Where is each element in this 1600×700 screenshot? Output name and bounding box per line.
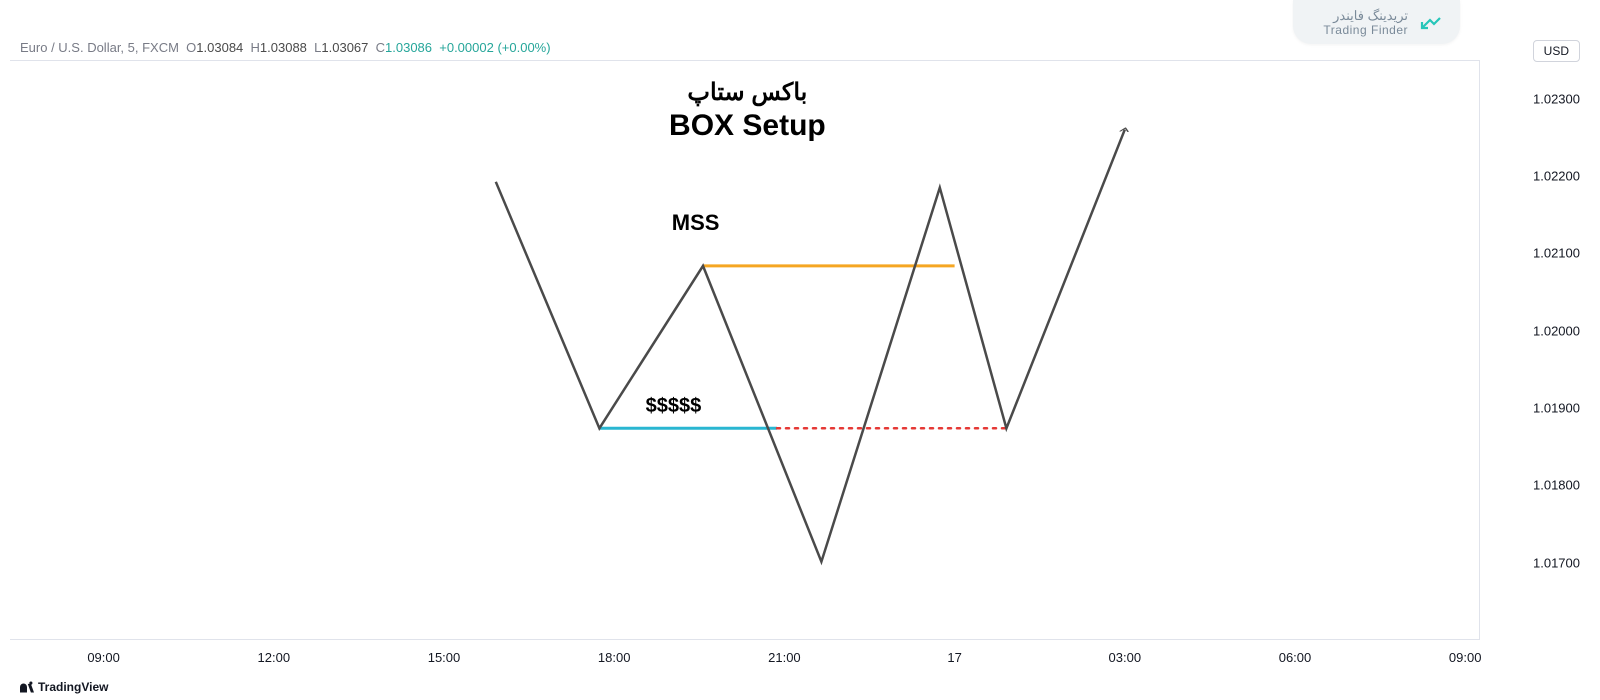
- x-axis-tick: 06:00: [1279, 650, 1312, 665]
- chart-title: باکس ستاپ BOX Setup: [669, 78, 826, 143]
- x-axis: 09:00 12:00 15:00 18:00 21:00 17 03:00 06:00 09:…: [0, 650, 1480, 670]
- tradingview-attribution: TradingView: [20, 680, 108, 694]
- y-axis-tick: 1.01700: [1533, 555, 1580, 570]
- ohlc-low: 1.03067: [321, 40, 368, 55]
- chart-area[interactable]: باکس ستاپ BOX Setup MSS $$$$$: [0, 60, 1480, 640]
- y-axis-tick: 1.02300: [1533, 91, 1580, 106]
- x-axis-tick: 09:00: [1449, 650, 1482, 665]
- chart-svg: [0, 60, 1480, 640]
- y-axis: 1.02300 1.02200 1.02100 1.02000 1.01900 1.018…: [1490, 60, 1600, 640]
- y-axis-tick: 1.02200: [1533, 169, 1580, 184]
- mss-label: MSS: [672, 210, 720, 236]
- instrument-info: Euro / U.S. Dollar, 5, FXCM O1.03084 H1.…: [20, 40, 551, 55]
- logo-text-arabic: تریدینگ فایندر: [1323, 9, 1408, 23]
- chart-title-arabic: باکس ستاپ: [669, 78, 826, 107]
- brand-logo-badge: تریدینگ فایندر Trading Finder: [1293, 0, 1460, 44]
- x-axis-tick: 12:00: [258, 650, 291, 665]
- chart-title-english: BOX Setup: [669, 109, 826, 143]
- currency-badge[interactable]: USD: [1533, 40, 1580, 62]
- instrument-header: Euro / U.S. Dollar, 5, FXCM O1.03084 H1.…: [20, 40, 1580, 55]
- logo-text-english: Trading Finder: [1323, 24, 1408, 37]
- y-axis-tick: 1.01800: [1533, 478, 1580, 493]
- instrument-name: Euro / U.S. Dollar, 5, FXCM: [20, 40, 179, 55]
- x-axis-tick: 15:00: [428, 650, 461, 665]
- logo-icon: [1418, 8, 1442, 38]
- y-axis-tick: 1.02000: [1533, 323, 1580, 338]
- ohlc-close: 1.03086: [385, 40, 432, 55]
- liquidity-label: $$$$$: [646, 395, 702, 418]
- x-axis-tick: 18:00: [598, 650, 631, 665]
- x-axis-tick: 09:00: [87, 650, 120, 665]
- x-axis-tick: 17: [947, 650, 961, 665]
- y-axis-tick: 1.01900: [1533, 401, 1580, 416]
- ohlc-change: +0.00002 (+0.00%): [439, 40, 550, 55]
- tradingview-icon: [20, 680, 34, 694]
- x-axis-tick: 21:00: [768, 650, 801, 665]
- ohlc-high: 1.03088: [260, 40, 307, 55]
- ohlc-open: 1.03084: [196, 40, 243, 55]
- y-axis-tick: 1.02100: [1533, 246, 1580, 261]
- x-axis-tick: 03:00: [1109, 650, 1142, 665]
